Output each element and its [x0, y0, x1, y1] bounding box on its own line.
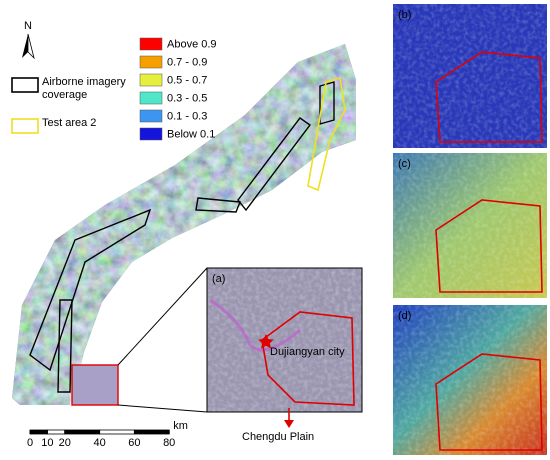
- scale-tick-label: 20: [59, 437, 71, 449]
- scale-segment: [47, 429, 66, 435]
- test-area-outline: [307, 76, 346, 192]
- legend-label: Test area 2: [42, 117, 97, 129]
- north-label: N: [24, 20, 32, 32]
- north-arrow: [27, 33, 35, 60]
- inset-frame: [206, 267, 363, 413]
- study-area: [261, 311, 355, 406]
- coverage-outline: [29, 81, 335, 393]
- scale-segment: [99, 429, 135, 435]
- scale-tick-label: 60: [128, 437, 140, 449]
- legend-label: Above 0.9: [167, 38, 217, 50]
- scale-segment: [29, 429, 48, 435]
- panel-label: (d): [398, 310, 411, 322]
- legend-swatch: [139, 91, 163, 105]
- panel-label: (c): [398, 158, 411, 170]
- zoom-line: [117, 267, 208, 366]
- legend-swatch: [11, 77, 39, 93]
- legend: Above 0.9 0.7 - 0.9 0.5 - 0.7 0.3 - 0.5 0.1 …: [11, 37, 217, 141]
- panel-label: (a): [212, 273, 225, 285]
- scale-tick-label: 0: [27, 437, 33, 449]
- panel-b: [393, 4, 547, 148]
- legend-label: Below 0.1: [167, 128, 215, 140]
- scale-tick-label: 10: [41, 437, 53, 449]
- legend-swatch: [139, 55, 163, 69]
- scale-bar: 0 10 20 40 60 80 km: [27, 420, 188, 449]
- legend-label: 0.1 - 0.3: [167, 110, 207, 122]
- plain-label: Chengdu Plain: [242, 431, 314, 443]
- scale-tick-label: 40: [93, 437, 105, 449]
- legend-swatch: [139, 109, 163, 123]
- zoom-box: [71, 364, 119, 406]
- north-arrow: [22, 34, 28, 58]
- panel-c: [393, 153, 547, 298]
- panel-label: (b): [398, 9, 411, 21]
- city-star: [258, 334, 274, 349]
- imagery-strip: [12, 44, 356, 405]
- arrow-head: [284, 420, 294, 428]
- scale-segment: [133, 429, 170, 435]
- scale-tick-label: 80: [163, 437, 175, 449]
- scale-unit: km: [173, 420, 188, 432]
- legend-label: 0.3 - 0.5: [167, 92, 207, 104]
- legend-swatch: [139, 37, 163, 51]
- city-label: Dujiangyan city: [270, 346, 345, 358]
- zoom-line: [117, 404, 208, 413]
- legend-label: 0.7 - 0.9: [167, 56, 207, 68]
- legend-swatch: [139, 127, 163, 141]
- panel-d: [393, 305, 547, 455]
- legend-swatch: [11, 118, 39, 134]
- legend-swatch: [139, 73, 163, 87]
- legend-label: 0.5 - 0.7: [167, 74, 207, 86]
- river: [209, 298, 301, 352]
- scale-segment: [64, 429, 101, 435]
- legend-label: Airborne imagery coverage: [42, 76, 126, 101]
